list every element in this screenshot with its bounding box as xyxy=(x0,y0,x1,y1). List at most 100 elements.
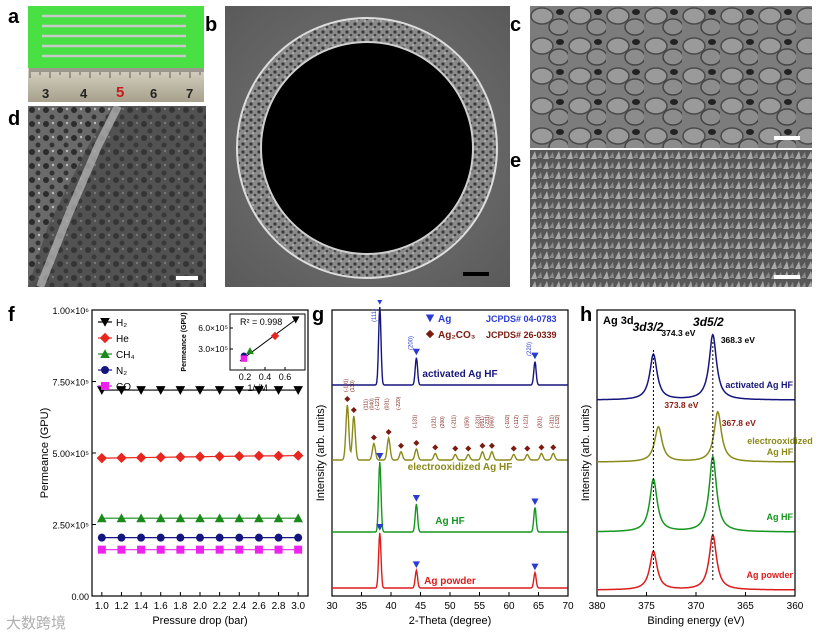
ag-peak-marker xyxy=(376,453,384,460)
panel-label-e: e xyxy=(510,150,522,172)
legend-ag-marker xyxy=(425,314,435,323)
data-point xyxy=(214,386,225,395)
data-point xyxy=(292,450,304,461)
watermark: 大数跨境 xyxy=(6,615,67,632)
ag2co3-hkl-label: (-112) xyxy=(514,415,520,428)
data-point xyxy=(96,452,108,464)
legend-marker xyxy=(101,366,109,374)
trace-label: activated Ag HF xyxy=(422,369,497,380)
data-point xyxy=(196,545,204,554)
ag2co3-peak-marker xyxy=(413,440,420,446)
data-point xyxy=(194,451,206,462)
x-tick-label: 65 xyxy=(533,601,545,612)
ag2co3-peak-marker xyxy=(452,445,459,452)
ag-hkl-label: (111) xyxy=(372,309,378,322)
peak-energy-label: 367.8 eV xyxy=(722,418,756,428)
ag-hkl-label: (220) xyxy=(527,342,533,356)
y-tick-label: 7.50×10⁵ xyxy=(52,378,89,388)
ag2co3-peak-marker xyxy=(398,442,405,449)
data-point xyxy=(253,450,265,462)
ag2co3-peak-marker xyxy=(538,444,545,451)
ruler-label-3: 3 xyxy=(42,86,50,101)
data-point xyxy=(215,545,224,554)
x-tick-label: 380 xyxy=(589,601,606,612)
trace-label: Ag HF xyxy=(767,447,794,457)
scale-bar xyxy=(774,136,800,140)
inset-y-tick-label: 6.0×10⁵ xyxy=(198,323,228,333)
data-point xyxy=(273,513,284,523)
ag2co3-hkl-label: (-101) xyxy=(343,378,349,392)
ag2co3-hkl-label: (051) xyxy=(480,416,486,428)
sem-surface-e xyxy=(530,150,812,287)
data-point xyxy=(293,513,303,523)
sem-cross-section xyxy=(225,6,510,287)
x-tick-label: 3.0 xyxy=(291,601,305,612)
x-tick-label: 1.6 xyxy=(154,601,168,612)
y-axis-label: Intensity (arb. units) xyxy=(315,405,327,502)
x-tick-label: 2.8 xyxy=(272,601,286,612)
scale-bar xyxy=(774,275,800,279)
data-point xyxy=(234,513,245,523)
legend-label: CO xyxy=(116,382,131,393)
x-tick-label: 55 xyxy=(474,601,486,612)
legend-ag-label: Ag xyxy=(438,314,451,325)
panel-label-c: c xyxy=(510,14,522,36)
ag2co3-hkl-label: (060) xyxy=(490,416,496,428)
data-point xyxy=(274,545,283,554)
xps-trace xyxy=(597,410,795,463)
x-tick-label: 375 xyxy=(638,601,655,612)
data-point xyxy=(294,533,303,542)
grain-texture-c xyxy=(530,6,812,148)
ag2co3-hkl-label: (-132) xyxy=(555,414,561,428)
ag2co3-hkl-label: (-231) xyxy=(485,414,491,428)
ag2co3-hkl-label: (-131) xyxy=(412,414,418,428)
data-point xyxy=(117,533,126,542)
permeance-chart: 1.0 1.2 1.4 1.6 1.8 2.0 2.2 2.4 2.6 2.8 3.0 0.00 2.5… xyxy=(39,306,309,627)
legend-marker xyxy=(100,349,110,358)
trace-label: activated Ag HF xyxy=(725,380,793,390)
x-tick-label: 370 xyxy=(688,601,705,612)
data-point xyxy=(254,545,263,554)
ruler: 3 4 5 6 7 xyxy=(28,68,204,102)
xps-trace xyxy=(597,533,795,591)
data-point xyxy=(274,533,283,542)
data-point xyxy=(176,533,185,542)
x-tick-label: 360 xyxy=(787,601,804,612)
x-tick-label: 50 xyxy=(444,601,456,612)
ag2co3-hkl-label: (201) xyxy=(537,416,543,428)
ag2co3-hkl-label: (200) xyxy=(440,416,446,428)
trace-label: Ag HF xyxy=(767,512,794,522)
x-tick-label: 45 xyxy=(415,601,427,612)
ag2co3-peak-marker xyxy=(350,407,357,413)
data-point xyxy=(273,450,284,462)
data-point xyxy=(196,533,204,542)
x-tick-label: 1.2 xyxy=(115,601,129,612)
scale-bar xyxy=(176,276,198,280)
ruler-label-4: 4 xyxy=(80,86,88,101)
panel-label-d: d xyxy=(8,108,21,130)
legend-ag2co3-marker xyxy=(425,329,435,339)
x-axis-label: Pressure drop (bar) xyxy=(152,615,247,627)
ag2co3-hkl-label: (150) xyxy=(464,416,470,428)
ag2co3-hkl-label: (-121) xyxy=(523,414,529,428)
trace-label: Ag powder xyxy=(747,570,794,580)
data-point xyxy=(293,386,303,395)
legend-marker xyxy=(100,318,110,327)
inset-y-tick-label: 3.0×10⁵ xyxy=(198,344,228,354)
data-point xyxy=(117,545,126,554)
xrd-trace xyxy=(332,532,568,589)
data-point xyxy=(175,386,186,395)
inset-point xyxy=(270,331,280,341)
ag2co3-hkl-label: (-231) xyxy=(476,414,482,428)
xrd-trace xyxy=(332,404,568,461)
data-point xyxy=(136,513,146,523)
panel-label-b: b xyxy=(205,14,218,36)
data-point xyxy=(175,513,186,523)
xrd-trace xyxy=(332,461,568,533)
data-point xyxy=(294,545,303,554)
xrd-trace xyxy=(332,306,568,386)
data-point xyxy=(116,386,127,395)
data-point xyxy=(156,533,165,542)
data-point xyxy=(155,452,166,463)
sem-surface-c xyxy=(530,6,812,148)
